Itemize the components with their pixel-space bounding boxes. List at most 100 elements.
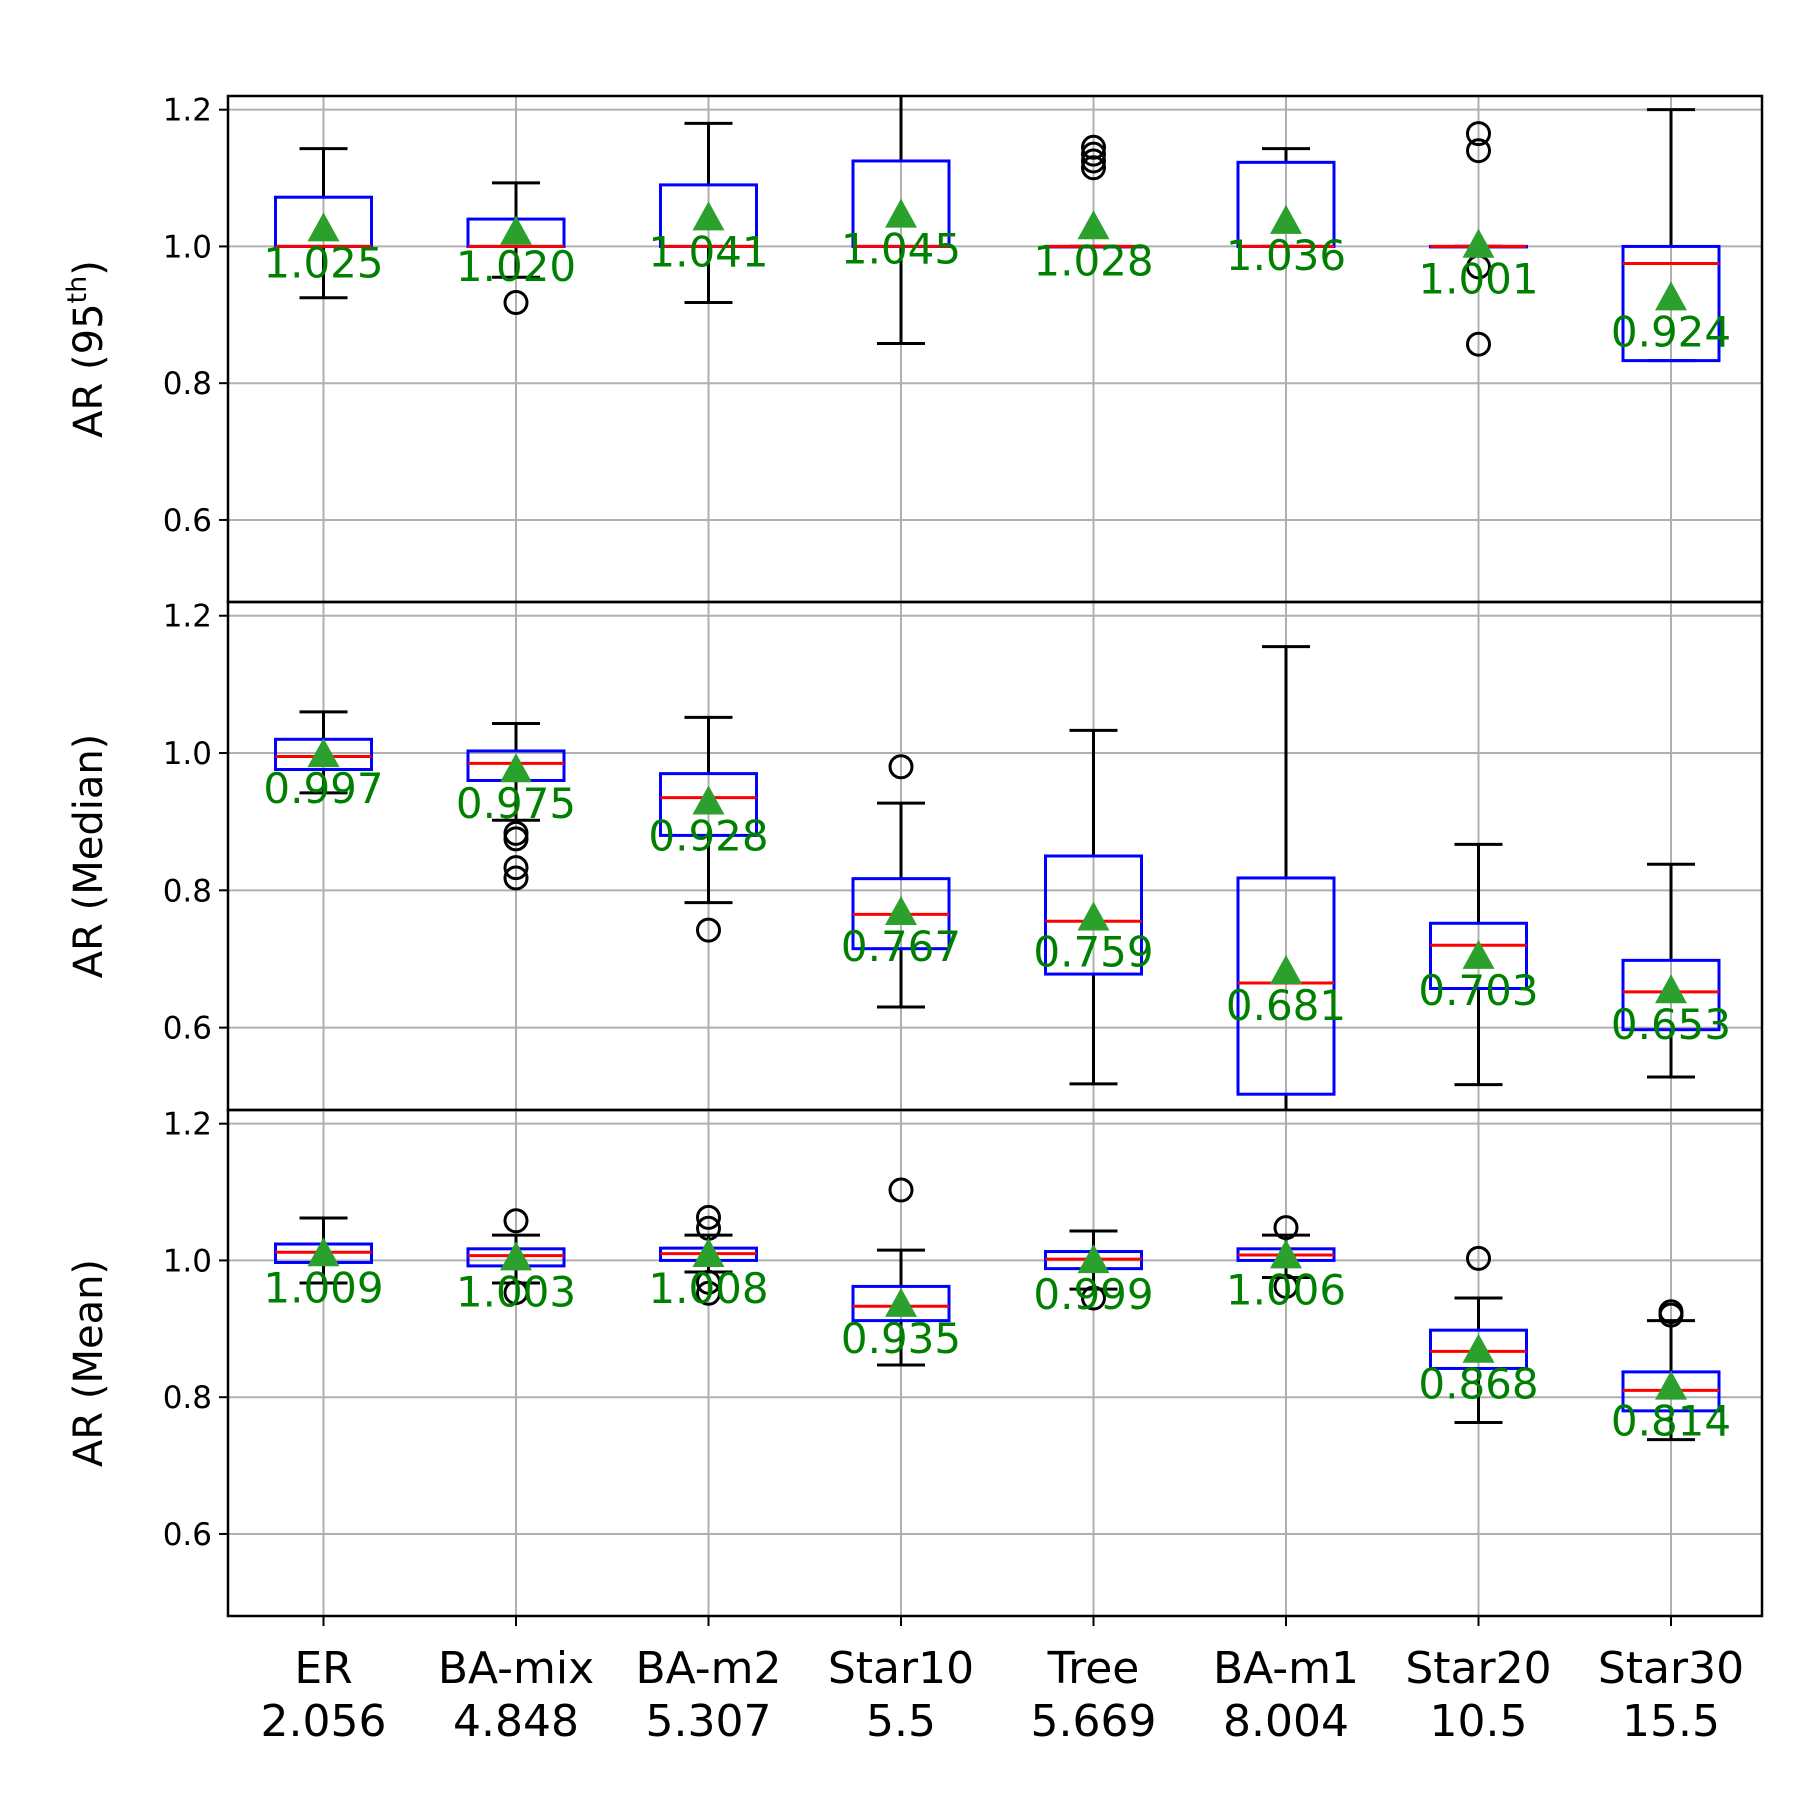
x-category-value: 5.307 (646, 1696, 772, 1747)
x-category-value: 5.5 (866, 1696, 936, 1747)
box-Star30: 0.924 (1611, 108, 1731, 363)
outlier-point (696, 1269, 721, 1295)
mean-value-label: 0.767 (841, 922, 961, 971)
y-axis-title: AR (Mean) (66, 1259, 112, 1467)
mean-value-label: 1.028 (1033, 236, 1153, 285)
mean-value-label: 1.045 (841, 225, 961, 274)
outlier-point (503, 865, 529, 891)
plot-area: 1.009 1.003 1.008 0.935 0.999 1.006 0.868 0.814 (263, 1177, 1731, 1446)
outlier-point (1081, 148, 1106, 174)
outlier-point (1273, 1215, 1299, 1241)
outlier-point (1081, 1285, 1106, 1311)
outlier-point (503, 826, 529, 852)
box-Star20: 0.703 (1418, 842, 1539, 1087)
box-ER: 1.009 (263, 1216, 384, 1312)
x-category-name: Star20 (1405, 1643, 1551, 1694)
box-Star30: 0.814 (1611, 1299, 1731, 1446)
y-tick-label: 1.0 (163, 736, 212, 772)
outlier-point (1466, 331, 1491, 357)
box-ER: 0.997 (263, 710, 384, 813)
mean-marker (1077, 901, 1110, 931)
panel-1: 0.6 0.8 1.0 1.2 AR (95th) 1.025 1.020 1.041 1.04… (62, 93, 1764, 604)
y-tick-label: 1.2 (163, 599, 212, 635)
mean-marker (885, 198, 917, 228)
mean-marker (1270, 1239, 1302, 1269)
box-Star20: 0.868 (1418, 1245, 1539, 1424)
box-BA-m2: 1.008 (648, 1204, 769, 1313)
outlier-point (503, 855, 529, 881)
mean-marker (885, 1287, 917, 1317)
x-category-value: 10.5 (1430, 1696, 1528, 1747)
iqr-box (1236, 876, 1336, 1096)
y-tick-label: 0.6 (163, 503, 212, 539)
mean-marker (692, 201, 725, 231)
outlier-point (1658, 1302, 1684, 1328)
mean-value-label: 1.001 (1418, 255, 1538, 304)
box-BA-mix: 1.020 (456, 181, 576, 316)
mean-marker (1462, 939, 1495, 969)
x-category-value: 15.5 (1622, 1696, 1720, 1747)
mean-marker (885, 895, 917, 925)
mean-marker (500, 753, 532, 783)
x-category-value: 5.669 (1031, 1696, 1157, 1747)
plot-area: 0.997 0.975 0.928 0.767 0.759 0.681 0.703 0.653 (263, 645, 1731, 1110)
box-ER: 1.025 (263, 147, 384, 300)
mean-marker (1462, 228, 1495, 258)
iqr-box (659, 772, 758, 837)
outlier-point (1081, 141, 1106, 167)
outlier-point (888, 754, 914, 780)
mean-marker (307, 1237, 340, 1267)
outlier-point (503, 1280, 529, 1306)
outlier-point (1466, 138, 1491, 164)
outlier-point (1466, 1245, 1491, 1271)
y-axis-title-superscript: th (62, 276, 93, 304)
y-axis-title-main: AR (95 (66, 303, 112, 437)
mean-value-label: 0.653 (1611, 1000, 1731, 1049)
mean-value-label: 0.924 (1611, 307, 1731, 356)
y-axis-title: AR (Median) (66, 734, 112, 979)
mean-marker (1655, 974, 1687, 1004)
x-category-value: 8.004 (1223, 1696, 1349, 1747)
iqr-box (851, 1284, 951, 1323)
y-tick-label: 0.8 (163, 873, 212, 909)
mean-marker (307, 738, 340, 768)
outlier-point (696, 917, 721, 943)
iqr-box (1429, 921, 1528, 990)
y-tick-label: 1.2 (163, 1107, 212, 1143)
outlier-point (503, 1208, 529, 1234)
box-Star10: 1.045 (841, 96, 961, 346)
mean-value-label: 0.703 (1418, 966, 1538, 1015)
y-tick-label: 1.0 (163, 229, 212, 265)
box-BA-m1: 1.036 (1226, 147, 1346, 280)
panel-2: 0.60.81.01.2AR (Median) 0.997 0.9750.9280.… (66, 599, 1764, 1112)
panel-frame (226, 1108, 1764, 1618)
outlier-point (888, 1177, 914, 1203)
mean-value-label: 0.681 (1226, 981, 1346, 1030)
mean-value-label: 0.868 (1418, 1360, 1538, 1409)
iqr-box (1044, 854, 1143, 976)
mean-value-label: 0.814 (1611, 1397, 1731, 1446)
mean-value-label: 0.759 (1033, 927, 1153, 976)
y-tick-label: 0.6 (163, 1517, 212, 1553)
mean-marker (692, 785, 725, 815)
iqr-box (1621, 958, 1721, 1032)
iqr-box (1621, 244, 1721, 363)
panel-3: 0.6 0.8 1.0 1.2 AR (Mean) 1.009 1.003 1.008 0.93… (66, 1107, 1764, 1618)
box-BA-m2: 0.928 (648, 715, 769, 943)
y-axis-title: AR (95th) (62, 260, 112, 438)
mean-value-label: 1.008 (648, 1264, 768, 1313)
y-tick-label: 1.0 (163, 1243, 212, 1279)
outlier-point (696, 1204, 721, 1230)
mean-marker (1270, 204, 1302, 234)
mean-value-label: 1.009 (263, 1263, 383, 1312)
mean-marker (500, 215, 532, 245)
box-Tree: 0.999 (1033, 1229, 1154, 1319)
box-Tree: 0.759 (1033, 728, 1154, 1086)
x-category-name: Star10 (828, 1643, 974, 1694)
mean-value-label: 0.975 (456, 779, 576, 828)
y-tick-label: 1.2 (163, 93, 212, 129)
panel-frame (226, 600, 1764, 1112)
mean-value-label: 1.036 (1226, 231, 1346, 280)
outlier-point (1081, 155, 1106, 181)
